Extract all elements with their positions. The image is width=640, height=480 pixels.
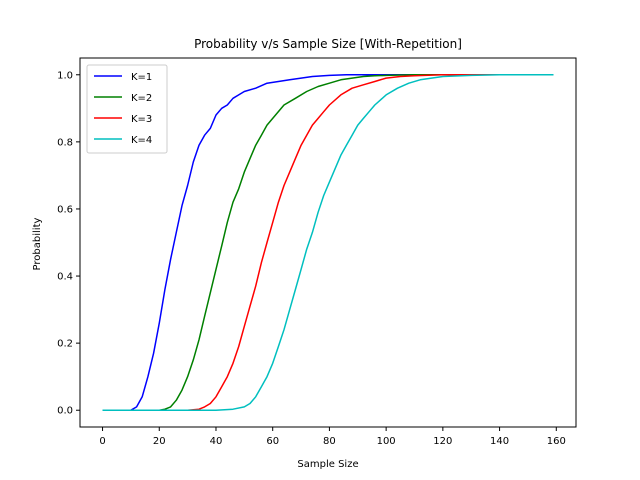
chart-title: Probability v/s Sample Size [With-Repeti… <box>194 37 462 51</box>
x-axis-title: Sample Size <box>297 459 358 470</box>
legend-label: K=3 <box>131 114 152 125</box>
y-tick-label: 0.0 <box>57 406 73 417</box>
x-tick-label: 20 <box>153 436 166 447</box>
legend-label: K=1 <box>131 72 152 83</box>
x-tick-label: 160 <box>547 436 566 447</box>
legend: K=1 K=2 K=3 K=4 <box>86 64 168 154</box>
legend-box <box>86 64 168 154</box>
x-tick-label: 120 <box>433 436 452 447</box>
x-tick-label: 0 <box>99 436 105 447</box>
x-tick-label: 100 <box>377 436 396 447</box>
series-line-2 <box>102 74 554 411</box>
legend-label: K=2 <box>131 93 152 104</box>
series-line-4 <box>102 74 554 411</box>
y-axis-title: Probability <box>32 217 43 270</box>
axes: 0 20 40 60 80 100 120 140 160 0.0 0.2 0.4 0.6 0.8 1.0 <box>57 57 577 447</box>
series-line-3 <box>102 74 554 411</box>
plot-area <box>102 74 554 411</box>
y-tick-label: 1.0 <box>57 70 73 81</box>
y-tick-label: 0.4 <box>57 272 73 283</box>
series-line-1 <box>102 74 554 411</box>
y-tick-label: 0.6 <box>57 204 73 215</box>
y-tick-label: 0.2 <box>57 339 73 350</box>
y-tick-label: 0.8 <box>57 137 73 148</box>
legend-label: K=4 <box>131 135 152 146</box>
x-tick-label: 140 <box>490 436 509 447</box>
x-tick-label: 60 <box>266 436 279 447</box>
axes-frame <box>79 57 577 428</box>
x-tick-label: 80 <box>323 436 336 447</box>
x-tick-label: 40 <box>210 436 223 447</box>
